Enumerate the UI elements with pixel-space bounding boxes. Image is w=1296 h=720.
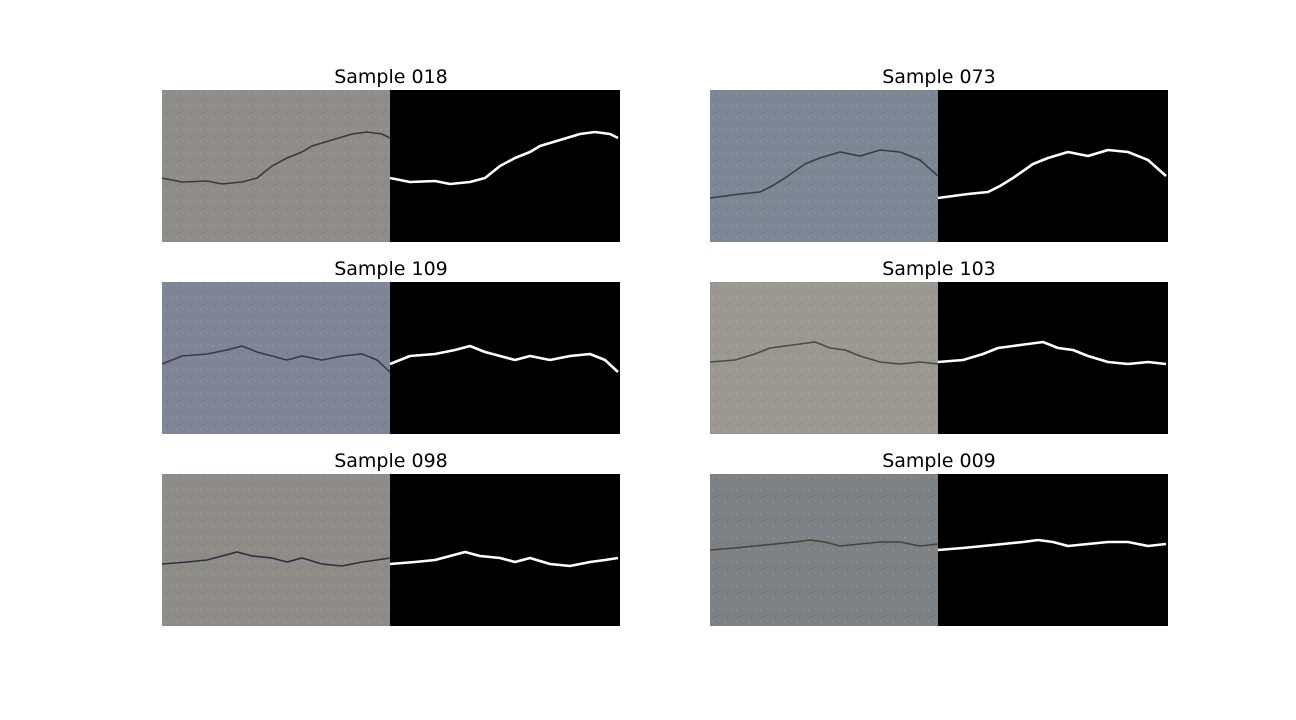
mask-crack [937,340,1167,366]
sample-title: Sample 103 [882,258,996,280]
image-mask-pair [162,474,620,626]
pair-svg [162,474,620,626]
pavement-photo [162,282,390,434]
pavement-photo [710,474,938,626]
segmentation-mask [390,474,620,626]
mask-crack [937,148,1167,200]
segmentation-mask [390,90,620,242]
sample-title: Sample 109 [334,258,448,280]
pavement-photo [162,90,390,242]
pavement-photo [710,282,938,434]
segmentation-mask [938,282,1168,434]
photo-crack [162,131,391,185]
segmentation-mask [938,90,1168,242]
mask-crack [937,538,1167,552]
pair-svg [710,474,1168,626]
mask-crack [389,550,619,568]
mask-crack [389,344,619,373]
photo-crack [162,345,391,373]
segmentation-mask [938,474,1168,626]
pair-svg [710,282,1168,434]
photo-crack [710,539,939,551]
pair-svg [162,282,620,434]
pavement-photo [162,474,390,626]
pavement-photo [710,90,938,242]
image-mask-pair [162,282,620,434]
image-mask-pair [710,474,1168,626]
sample-title: Sample 098 [334,450,448,472]
sample-title: Sample 073 [882,66,996,88]
pair-svg [162,90,620,242]
sample-title: Sample 018 [334,66,448,88]
image-mask-pair [710,90,1168,242]
photo-crack [710,149,939,199]
mask-crack [389,130,619,186]
photo-crack [710,341,939,365]
sample-title: Sample 009 [882,450,996,472]
pair-svg [710,90,1168,242]
image-mask-pair [162,90,620,242]
photo-crack [162,551,391,567]
image-mask-pair [710,282,1168,434]
